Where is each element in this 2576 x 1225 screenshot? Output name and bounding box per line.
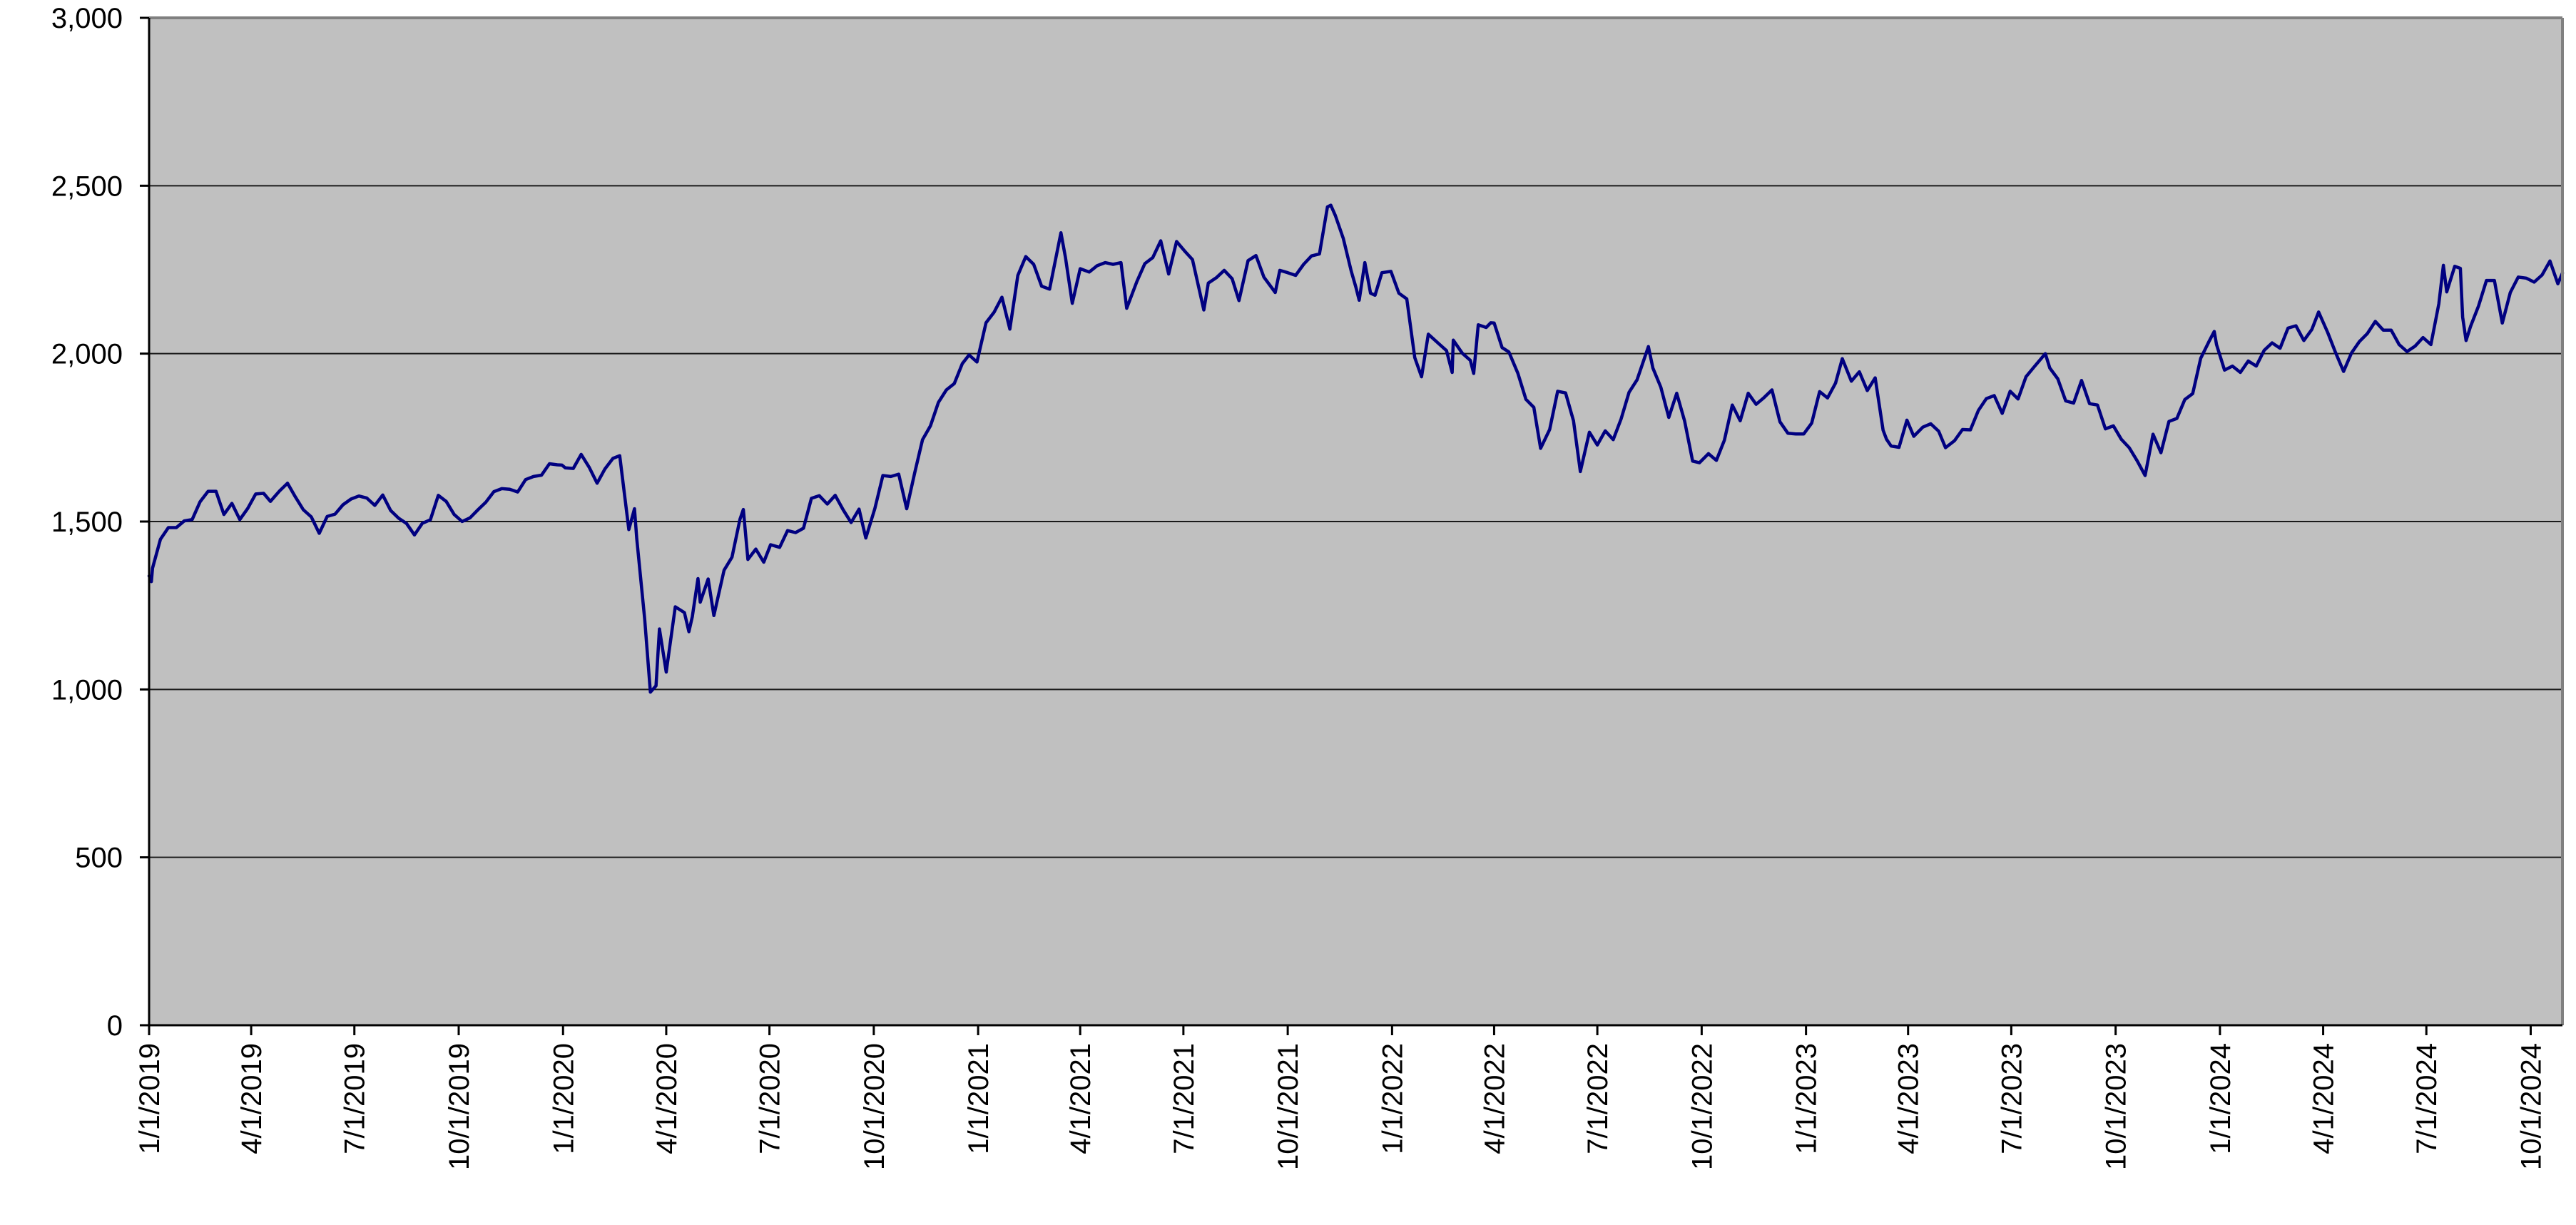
y-axis-label: 2,000 <box>51 339 123 370</box>
x-axis-label: 10/1/2023 <box>2101 1043 2132 1170</box>
x-axis-label: 7/1/2022 <box>1582 1043 1614 1154</box>
x-axis-label: 10/1/2019 <box>444 1043 475 1170</box>
x-axis-label: 7/1/2019 <box>340 1043 371 1154</box>
y-axis-label: 3,000 <box>51 3 123 34</box>
x-axis-label: 1/1/2023 <box>1791 1043 1823 1154</box>
x-axis-label: 4/1/2021 <box>1065 1043 1096 1154</box>
data-series-line <box>147 203 2565 694</box>
x-axis-label: 4/1/2023 <box>1893 1043 1925 1154</box>
x-axis-label: 4/1/2020 <box>651 1043 683 1154</box>
y-axis-label: 500 <box>75 843 123 874</box>
y-axis-label: 2,500 <box>51 171 123 202</box>
x-axis-label: 4/1/2022 <box>1479 1043 1510 1154</box>
x-axis-label: 10/1/2022 <box>1686 1043 1718 1170</box>
x-axis-label: 7/1/2024 <box>2411 1043 2443 1154</box>
x-axis-label: 4/1/2019 <box>236 1043 268 1154</box>
x-axis-label: 7/1/2023 <box>1996 1043 2027 1154</box>
x-axis-label: 10/1/2020 <box>859 1043 890 1170</box>
y-axis-label: 1,000 <box>51 674 123 706</box>
x-axis-label: 1/1/2022 <box>1377 1043 1408 1154</box>
x-axis-label: 1/1/2019 <box>134 1043 166 1154</box>
x-axis-label: 10/1/2024 <box>2515 1043 2547 1170</box>
x-axis-label: 1/1/2020 <box>548 1043 579 1154</box>
x-axis-label: 4/1/2024 <box>2308 1043 2340 1154</box>
y-axis-label: 0 <box>107 1010 123 1042</box>
x-axis-label: 7/1/2021 <box>1169 1043 1200 1154</box>
x-axis-label: 1/1/2021 <box>963 1043 994 1154</box>
x-axis-label: 10/1/2021 <box>1273 1043 1304 1170</box>
x-axis-label: 1/1/2024 <box>2205 1043 2236 1154</box>
y-axis-label: 1,500 <box>51 507 123 538</box>
x-axis-label: 7/1/2020 <box>755 1043 786 1154</box>
